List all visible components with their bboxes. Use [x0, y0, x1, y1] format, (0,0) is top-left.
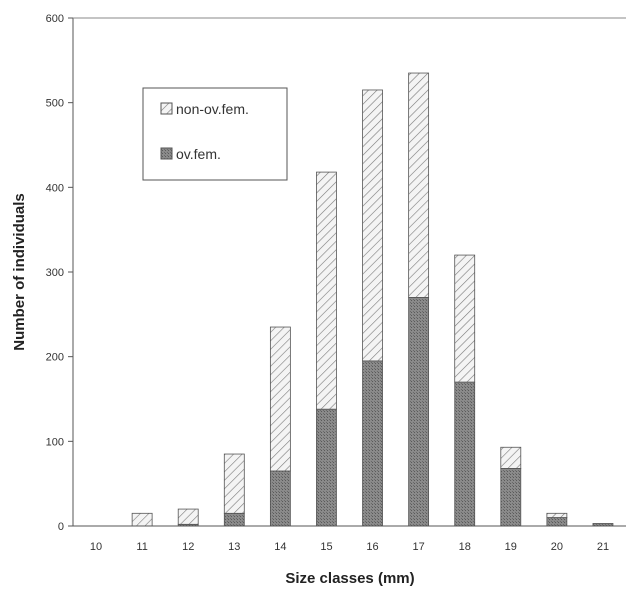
x-tick-label: 17	[413, 541, 425, 553]
bar-segment-non-ov-fem-16	[362, 89, 383, 362]
bar-segment-ov-fem-13	[223, 512, 245, 527]
bar-segment-ov-fem-19	[500, 468, 522, 527]
y-tick-label: 400	[46, 182, 64, 194]
legend-swatch-ov-fem	[160, 147, 173, 160]
x-tick-label: 20	[551, 541, 563, 553]
bar-segment-ov-fem-14	[269, 470, 291, 527]
bar-segment-non-ov-fem-19	[500, 446, 522, 469]
x-tick-label: 19	[505, 541, 517, 553]
x-tick-label: 16	[366, 541, 378, 553]
legend-swatch-non-ov-fem	[160, 102, 173, 115]
bar-segment-non-ov-fem-15	[316, 171, 337, 410]
x-tick-label: 13	[228, 541, 240, 553]
legend-label-non-ov-fem: non-ov.fem.	[176, 101, 249, 117]
bars-group	[131, 72, 614, 527]
bar-segment-non-ov-fem-14	[269, 326, 291, 472]
x-axis-ticks: 10 11 12 13 14 15 16 17 18 19 20 21	[90, 541, 609, 553]
x-tick-label: 15	[320, 541, 332, 553]
bar-segment-ov-fem-18	[454, 381, 476, 527]
y-tick-label: 0	[58, 521, 64, 533]
y-axis-title: Number of individuals	[11, 193, 28, 351]
y-axis-ticks: 0 100 200 300 400 500 600	[46, 13, 73, 533]
y-tick-label: 600	[46, 13, 64, 25]
x-tick-label: 10	[90, 541, 102, 553]
y-tick-label: 300	[46, 267, 64, 279]
x-tick-label: 11	[136, 541, 147, 553]
bar-segment-ov-fem-16	[362, 360, 383, 527]
bar-segment-non-ov-fem-20	[546, 512, 568, 518]
bar-segment-non-ov-fem-11	[131, 512, 153, 527]
bar-segment-non-ov-fem-18	[454, 254, 476, 383]
y-tick-label: 100	[46, 436, 64, 448]
bar-segment-ov-fem-17	[408, 296, 430, 527]
bar-segment-non-ov-fem-13	[223, 453, 245, 514]
bar-segment-ov-fem-20	[546, 517, 568, 527]
x-tick-label: 14	[274, 541, 286, 553]
bar-segment-non-ov-fem-17	[408, 72, 430, 298]
x-tick-label: 12	[182, 541, 194, 553]
legend: non-ov.fem. ov.fem.	[142, 87, 288, 181]
bar-segment-ov-fem-15	[316, 408, 337, 527]
legend-label-ov-fem: ov.fem.	[176, 146, 221, 162]
x-axis-title: Size classes (mm)	[285, 570, 414, 587]
x-tick-label: 18	[459, 541, 471, 553]
y-tick-label: 200	[46, 352, 64, 364]
bar-segment-non-ov-fem-12	[177, 508, 199, 525]
y-tick-label: 500	[46, 98, 64, 110]
x-tick-label: 21	[597, 541, 609, 553]
